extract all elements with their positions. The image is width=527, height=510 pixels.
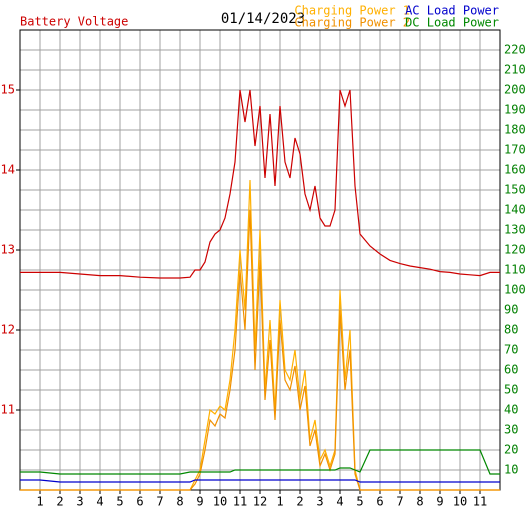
- y2-tick-label: 80: [504, 323, 518, 337]
- legend-label: DC Load Power: [405, 16, 499, 30]
- y2-tick-label: 190: [504, 103, 526, 117]
- series-line: [20, 479, 500, 483]
- y2-tick-label: 110: [504, 263, 526, 277]
- y2-tick-label: 170: [504, 143, 526, 157]
- x-tick-label: 4: [336, 495, 343, 509]
- y2-tick-label: 100: [504, 283, 526, 297]
- y-tick-label: 12: [1, 323, 15, 337]
- chart-title: 01/14/2023: [221, 11, 305, 27]
- y2-tick-label: 60: [504, 363, 518, 377]
- x-tick-label: 2: [56, 495, 63, 509]
- y2-tick-label: 10: [504, 463, 518, 477]
- legend-label: Charging Power 1: [294, 4, 410, 18]
- x-tick-label: 8: [176, 495, 183, 509]
- x-tick-label: 7: [396, 495, 403, 509]
- y2-tick-label: 130: [504, 223, 526, 237]
- x-tick-label: 10: [213, 495, 227, 509]
- y2-tick-label: 90: [504, 303, 518, 317]
- y2-tick-label: 140: [504, 203, 526, 217]
- y-tick-label: 15: [1, 83, 15, 97]
- x-tick-label: 6: [376, 495, 383, 509]
- x-tick-label: 9: [196, 495, 203, 509]
- legend-label: AC Load Power: [405, 4, 499, 18]
- y2-tick-label: 30: [504, 423, 518, 437]
- y2-tick-label: 150: [504, 183, 526, 197]
- y2-tick-label: 160: [504, 163, 526, 177]
- x-tick-label: 8: [416, 495, 423, 509]
- y-tick-label: 13: [1, 243, 15, 257]
- y2-tick-label: 220: [504, 43, 526, 57]
- x-tick-label: 11: [233, 495, 247, 509]
- x-tick-label: 2: [296, 495, 303, 509]
- y2-tick-label: 200: [504, 83, 526, 97]
- y2-tick-label: 120: [504, 243, 526, 257]
- y2-tick-label: 50: [504, 383, 518, 397]
- y2-tick-label: 20: [504, 443, 518, 457]
- x-tick-label: 11: [473, 495, 487, 509]
- series-line: [20, 209, 500, 491]
- x-tick-label: 4: [96, 495, 103, 509]
- x-tick-label: 7: [156, 495, 163, 509]
- y2-tick-label: 180: [504, 123, 526, 137]
- x-tick-label: 5: [116, 495, 123, 509]
- x-tick-label: 1: [276, 495, 283, 509]
- x-tick-label: 1: [36, 495, 43, 509]
- x-tick-label: 10: [453, 495, 467, 509]
- series-line: [20, 89, 500, 279]
- y2-tick-label: 40: [504, 403, 518, 417]
- x-tick-label: 6: [136, 495, 143, 509]
- y2-tick-label: 70: [504, 343, 518, 357]
- x-tick-label: 12: [253, 495, 267, 509]
- plot-border: [19, 29, 501, 491]
- legend-label: Battery Voltage: [20, 15, 128, 29]
- x-tick-label: 9: [436, 495, 443, 509]
- legend-label: Charging Power 2: [294, 16, 410, 30]
- x-tick-label: 5: [356, 495, 363, 509]
- x-tick-label: 3: [316, 495, 323, 509]
- y-tick-label: 14: [1, 163, 15, 177]
- series-line: [20, 449, 500, 475]
- y2-tick-label: 210: [504, 63, 526, 77]
- y-tick-label: 11: [1, 403, 15, 417]
- x-tick-label: 3: [76, 495, 83, 509]
